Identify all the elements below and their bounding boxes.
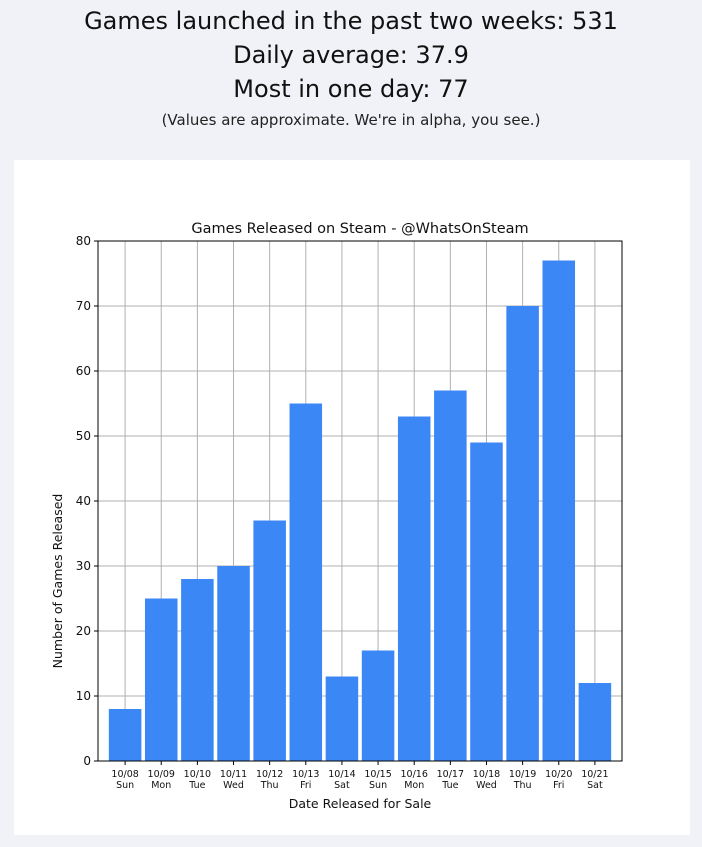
x-tick-day: Fri <box>300 780 311 791</box>
x-tick-date: 10/13 <box>292 769 319 780</box>
bar-10-08 <box>108 709 142 761</box>
x-tick-day: Sat <box>334 780 350 791</box>
x-tick-day: Sun <box>369 780 387 791</box>
x-tick-date: 10/18 <box>473 769 500 780</box>
x-tick-date: 10/16 <box>401 769 428 780</box>
daily-average-stat: Daily average: 37.9 <box>233 41 469 69</box>
bar-10-20 <box>542 260 576 761</box>
x-axis-label: Date Released for Sale <box>289 796 432 811</box>
bar-10-10 <box>181 579 214 761</box>
y-tick-label: 40 <box>76 494 91 508</box>
x-tick-date: 10/17 <box>437 769 464 780</box>
y-tick-label: 10 <box>76 689 91 703</box>
x-tick-day: Thu <box>260 780 279 791</box>
x-tick-day: Thu <box>513 780 532 791</box>
bar-10-16 <box>397 416 431 761</box>
x-tick-date: 10/11 <box>220 769 247 780</box>
x-tick-day: Tue <box>188 780 205 791</box>
bar-10-14 <box>325 676 359 761</box>
tick-labels: 0102030405060708010/08Sun10/09Mon10/10Tu… <box>76 234 609 791</box>
chart-title: Games Released on Steam - @WhatsOnSteam <box>191 221 528 237</box>
x-tick-day: Wed <box>476 780 497 791</box>
bar-10-13 <box>289 403 323 761</box>
x-tick-date: 10/08 <box>111 769 138 780</box>
x-tick-date: 10/12 <box>256 769 283 780</box>
x-tick-date: 10/10 <box>184 769 211 780</box>
bar-10-19 <box>506 306 539 761</box>
y-tick-label: 70 <box>76 299 91 313</box>
x-tick-day: Tue <box>441 780 458 791</box>
x-tick-day: Mon <box>151 780 171 791</box>
x-tick-date: 10/21 <box>581 769 608 780</box>
y-tick-label: 30 <box>76 559 91 573</box>
x-tick-date: 10/19 <box>509 769 536 780</box>
y-tick-label: 50 <box>76 429 91 443</box>
x-tick-date: 10/14 <box>328 769 355 780</box>
bar-10-17 <box>434 390 467 761</box>
bar-10-15 <box>361 650 395 761</box>
approximation-note: (Values are approximate. We're in alpha,… <box>161 111 541 129</box>
bars <box>108 260 612 761</box>
y-tick-label: 20 <box>76 624 91 638</box>
x-tick-date: 10/09 <box>148 769 175 780</box>
chart-card: Games Released on Steam - @WhatsOnSteam … <box>14 160 690 835</box>
bar-chart: Games Released on Steam - @WhatsOnSteam … <box>50 221 623 811</box>
y-tick-label: 60 <box>76 364 91 378</box>
x-tick-day: Wed <box>223 780 244 791</box>
bar-10-12 <box>253 520 286 761</box>
bar-10-18 <box>470 442 503 761</box>
x-tick-day: Mon <box>404 780 424 791</box>
bar-10-11 <box>217 566 250 761</box>
bar-10-09 <box>144 598 178 761</box>
y-tick-label: 80 <box>76 234 91 248</box>
x-tick-date: 10/15 <box>364 769 391 780</box>
stats-header: Games launched in the past two weeks: 53… <box>0 0 702 131</box>
x-tick-date: 10/20 <box>545 769 572 780</box>
bar-10-21 <box>578 683 612 761</box>
y-axis-label: Number of Games Released <box>50 494 65 669</box>
x-tick-day: Sat <box>587 780 603 791</box>
most-in-one-day-stat: Most in one day: 77 <box>233 75 469 103</box>
x-tick-day: Fri <box>553 780 564 791</box>
y-tick-label: 0 <box>83 754 91 768</box>
games-launched-stat: Games launched in the past two weeks: 53… <box>84 7 618 35</box>
x-tick-day: Sun <box>116 780 134 791</box>
